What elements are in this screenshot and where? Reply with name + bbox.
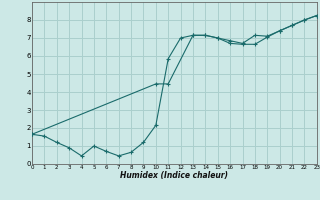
X-axis label: Humidex (Indice chaleur): Humidex (Indice chaleur) bbox=[120, 171, 228, 180]
